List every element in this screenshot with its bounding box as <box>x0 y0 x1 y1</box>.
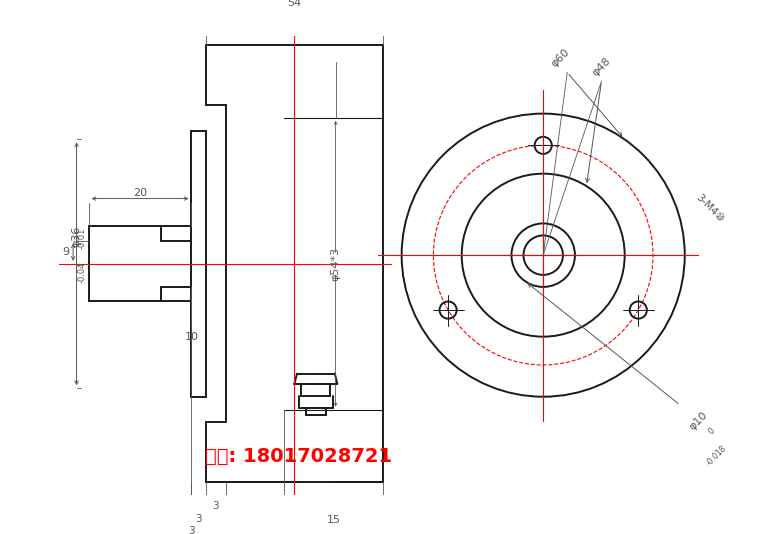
Text: -0.018: -0.018 <box>704 444 728 467</box>
Text: φ60: φ60 <box>549 47 571 69</box>
Text: 9: 9 <box>63 247 70 257</box>
Text: 10: 10 <box>185 332 199 342</box>
Text: φ10: φ10 <box>687 410 709 432</box>
Text: 3: 3 <box>212 501 219 511</box>
Text: 20: 20 <box>133 187 147 198</box>
Text: φ48: φ48 <box>591 55 613 77</box>
Text: -0.04: -0.04 <box>77 262 87 283</box>
Text: 3: 3 <box>188 527 195 534</box>
Text: 手机: 18017028721: 手机: 18017028721 <box>205 447 392 466</box>
Text: 15: 15 <box>327 515 341 525</box>
Text: -0.01: -0.01 <box>77 227 87 249</box>
Text: 3: 3 <box>196 514 202 523</box>
Text: 3-M4⑩: 3-M4⑩ <box>693 192 726 224</box>
Text: φ36: φ36 <box>71 225 82 247</box>
Text: 54: 54 <box>288 0 301 8</box>
Text: φ54*3: φ54*3 <box>331 247 341 281</box>
Text: 0: 0 <box>704 427 718 440</box>
